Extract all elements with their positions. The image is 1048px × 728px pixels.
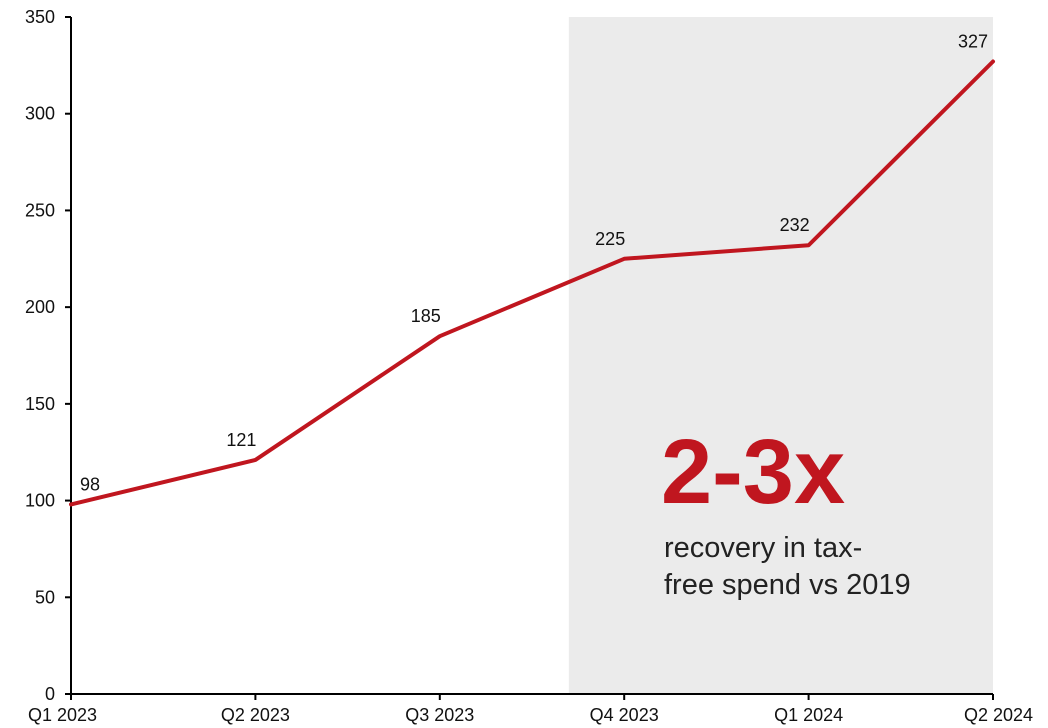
x-axis-ticks: Q1 2023 Q2 2023 Q3 2023 Q4 2023 Q1 2024 Q2 20… <box>28 694 1033 725</box>
data-label: 98 <box>80 474 100 494</box>
y-tick-label: 100 <box>25 491 55 511</box>
data-label: 121 <box>226 430 256 450</box>
callout-text-line-2: free spend vs 2019 <box>664 569 911 601</box>
x-tick-label: Q1 2024 <box>774 705 843 725</box>
series-line <box>69 59 995 507</box>
y-axis-ticks: 0 50 100 150 200 250 300 350 <box>25 7 71 704</box>
data-label: 327 <box>958 31 988 51</box>
x-tick-label: Q2 2023 <box>221 705 290 725</box>
y-tick-label: 0 <box>45 684 55 704</box>
data-labels: 98 121 185 225 232 327 <box>80 31 988 494</box>
callout-headline: 2-3x <box>661 421 845 523</box>
data-label: 232 <box>780 215 810 235</box>
y-tick-label: 150 <box>25 394 55 414</box>
callout: 2-3x recovery in tax- free spend vs 2019 <box>661 421 911 601</box>
x-tick-label: Q4 2023 <box>590 705 659 725</box>
y-tick-label: 250 <box>25 200 55 220</box>
y-tick-label: 300 <box>25 104 55 124</box>
y-tick-label: 200 <box>25 297 55 317</box>
x-tick-label: Q1 2023 <box>28 705 97 725</box>
data-label: 225 <box>595 229 625 249</box>
y-tick-label: 350 <box>25 7 55 27</box>
x-tick-label: Q2 2024 <box>964 705 1033 725</box>
data-label: 185 <box>411 306 441 326</box>
callout-text-line-1: recovery in tax- <box>664 532 862 564</box>
x-tick-label: Q3 2023 <box>405 705 474 725</box>
y-tick-label: 50 <box>35 587 55 607</box>
